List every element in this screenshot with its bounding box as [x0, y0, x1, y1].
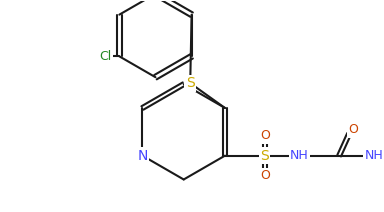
Text: NH: NH — [364, 149, 383, 162]
Text: S: S — [186, 76, 195, 90]
Text: S: S — [260, 149, 269, 163]
Text: O: O — [260, 129, 270, 142]
Text: O: O — [260, 169, 270, 182]
Text: O: O — [348, 123, 358, 136]
Text: Cl: Cl — [99, 50, 112, 63]
Text: N: N — [137, 149, 147, 163]
Text: NH: NH — [290, 149, 309, 162]
